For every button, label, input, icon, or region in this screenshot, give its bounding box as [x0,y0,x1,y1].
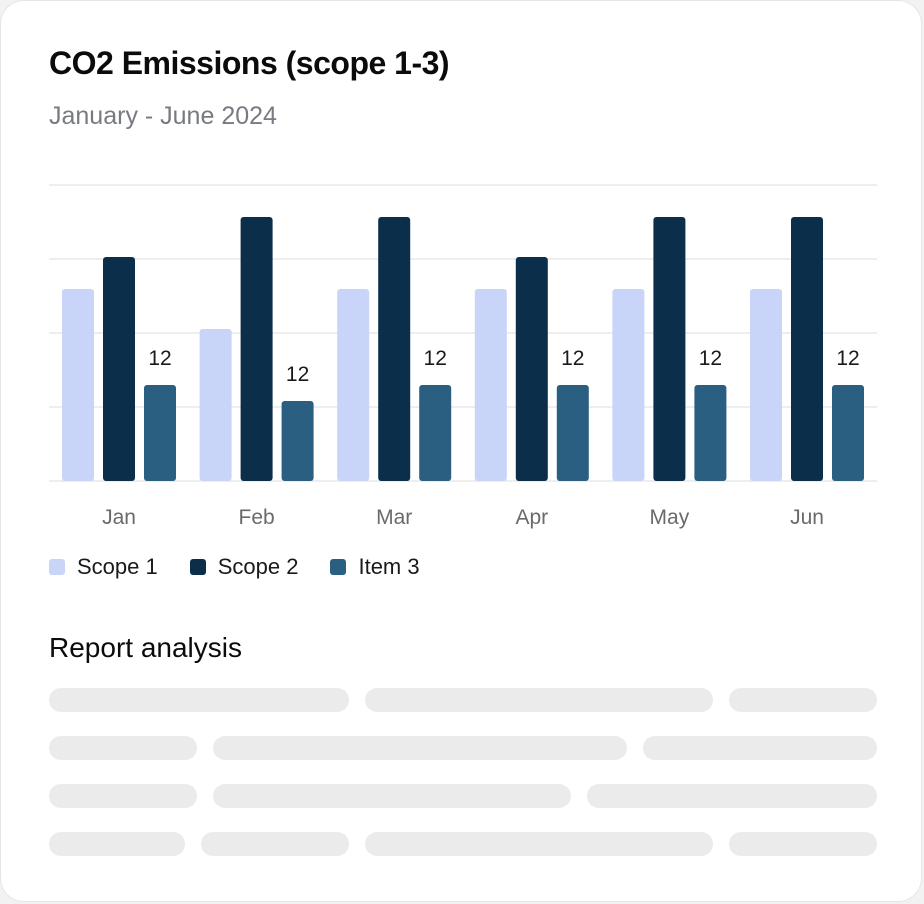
bar-scope-1-jan [62,289,94,481]
skeleton-block [49,736,197,760]
bar-scope-1-jun [750,289,782,481]
bar-scope-2-feb [240,217,273,481]
x-tick-label-jun: Jun [790,506,824,529]
bar-scope-1-mar [337,289,370,481]
chart-subtitle: January - June 2024 [49,102,277,130]
skeleton-block [365,832,713,856]
legend-item-scope-1[interactable]: Scope 1 [49,554,158,580]
skeleton-block [49,688,349,712]
skeleton-block [365,688,713,712]
legend-swatch-item-3 [330,559,347,575]
x-tick-label-feb: Feb [239,506,275,529]
x-tick-label-may: May [650,506,690,529]
bar-scope-1-may [612,289,645,481]
legend-item-item-3[interactable]: Item 3 [330,554,420,580]
data-label-mar: 12 [424,347,447,370]
bar-item-3-apr [556,385,589,481]
skeleton-block [729,688,877,712]
legend-item-scope-2[interactable]: Scope 2 [189,554,299,580]
report-analysis-title: Report analysis [49,632,242,663]
skeleton-block [49,784,197,808]
bar-item-3-feb [281,401,314,481]
legend-swatch-scope-1 [49,559,65,575]
legend-label-item-3: Item 3 [358,554,420,579]
legend-label-scope-1: Scope 1 [77,554,158,579]
skeleton-block [587,784,877,808]
legend-swatch-scope-2 [189,559,206,575]
x-tick-label-apr: Apr [515,506,548,529]
bar-scope-1-apr [474,289,507,481]
skeleton-block [643,736,877,760]
bar-scope-2-jun [791,217,823,481]
chart-title: CO2 Emissions (scope 1-3) [49,45,450,81]
bar-item-3-jan [144,385,176,481]
x-tick-label-jan: Jan [102,506,136,529]
bar-item-3-mar [419,385,452,481]
chart-legend: Scope 1 Scope 2 Item 3 [49,554,452,580]
bar-scope-2-jan [103,257,135,481]
skeleton-block [49,832,185,856]
skeleton-block [201,832,349,856]
bar-item-3-jun [832,385,864,481]
bar-chart: 12 Jan 12 Feb 12 Mar 12 Apr 12 May 12 Jun [49,184,877,529]
bar-item-3-may [694,385,727,481]
skeleton-block [729,832,877,856]
bar-scope-1-feb [199,329,232,481]
data-label-may: 12 [699,347,722,370]
data-label-feb: 12 [286,363,309,386]
bar-scope-2-apr [515,257,548,481]
data-label-apr: 12 [561,347,584,370]
bar-scope-2-mar [378,217,411,481]
legend-label-scope-2: Scope 2 [217,554,299,579]
data-label-jun: 12 [836,347,859,370]
x-tick-label-mar: Mar [376,506,412,529]
data-label-jan: 12 [148,347,171,370]
bar-scope-2-may [653,217,686,481]
skeleton-block [213,736,627,760]
skeleton-block [213,784,571,808]
